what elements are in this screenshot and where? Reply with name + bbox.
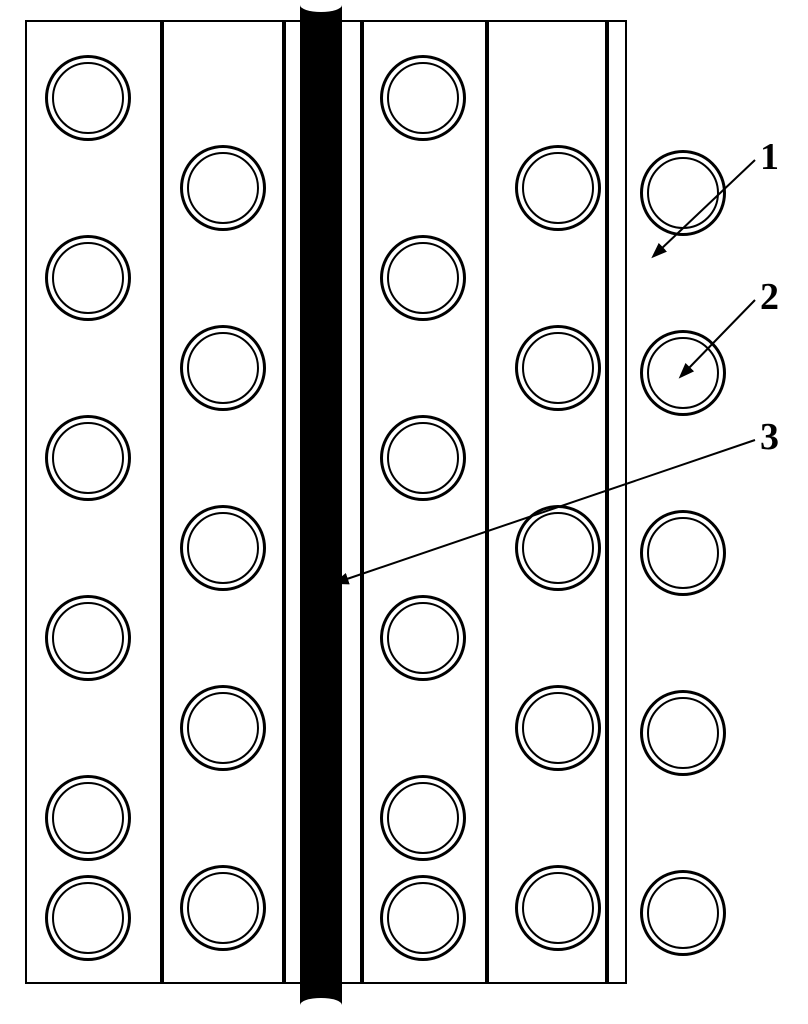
ring-hole bbox=[45, 875, 131, 961]
ring-hole-inner bbox=[647, 337, 719, 409]
ring-hole bbox=[380, 235, 466, 321]
ring-hole bbox=[45, 235, 131, 321]
ring-hole bbox=[515, 505, 601, 591]
label-3: 3 bbox=[760, 415, 779, 459]
ring-hole-inner bbox=[387, 422, 459, 494]
ring-hole-inner bbox=[387, 782, 459, 854]
column-divider-2 bbox=[282, 20, 286, 984]
ring-hole bbox=[640, 690, 726, 776]
ring-hole bbox=[45, 415, 131, 501]
ring-hole-inner bbox=[187, 152, 259, 224]
ring-hole-inner bbox=[387, 62, 459, 134]
ring-hole bbox=[180, 865, 266, 951]
ring-hole-inner bbox=[522, 872, 594, 944]
ring-hole-inner bbox=[52, 882, 124, 954]
ring-hole-inner bbox=[52, 62, 124, 134]
central-black-column bbox=[300, 0, 342, 1010]
ring-hole-inner bbox=[52, 782, 124, 854]
ring-hole-inner bbox=[522, 332, 594, 404]
ring-hole bbox=[515, 325, 601, 411]
ring-hole-inner bbox=[187, 512, 259, 584]
ring-hole-inner bbox=[52, 602, 124, 674]
ring-hole-inner bbox=[647, 517, 719, 589]
ring-hole-inner bbox=[187, 872, 259, 944]
ring-hole bbox=[380, 775, 466, 861]
column-divider-3 bbox=[360, 20, 364, 984]
ring-hole bbox=[515, 865, 601, 951]
ring-hole-inner bbox=[522, 692, 594, 764]
ring-hole-inner bbox=[187, 332, 259, 404]
ring-hole-inner bbox=[522, 152, 594, 224]
label-2: 2 bbox=[760, 275, 779, 319]
ring-hole-inner bbox=[52, 422, 124, 494]
diagram-canvas: 1 2 3 bbox=[0, 0, 808, 1024]
ring-hole-inner bbox=[647, 877, 719, 949]
ring-hole bbox=[515, 685, 601, 771]
ring-hole bbox=[180, 505, 266, 591]
ring-hole bbox=[45, 595, 131, 681]
ring-hole bbox=[380, 415, 466, 501]
ring-hole bbox=[640, 870, 726, 956]
ring-hole-inner bbox=[647, 697, 719, 769]
ring-hole bbox=[180, 325, 266, 411]
ring-hole bbox=[180, 145, 266, 231]
ring-hole-inner bbox=[522, 512, 594, 584]
column-divider-1 bbox=[160, 20, 164, 984]
ring-hole-inner bbox=[52, 242, 124, 314]
ring-hole bbox=[515, 145, 601, 231]
ring-hole bbox=[45, 775, 131, 861]
ring-hole bbox=[380, 595, 466, 681]
ring-hole bbox=[640, 330, 726, 416]
label-1: 1 bbox=[760, 135, 779, 179]
ring-hole-inner bbox=[387, 602, 459, 674]
ring-hole bbox=[640, 510, 726, 596]
ring-hole-inner bbox=[387, 242, 459, 314]
ring-hole-inner bbox=[187, 692, 259, 764]
column-divider-5 bbox=[605, 20, 609, 984]
ring-hole-inner bbox=[387, 882, 459, 954]
ring-hole bbox=[640, 150, 726, 236]
ring-hole-inner bbox=[647, 157, 719, 229]
ring-hole bbox=[380, 875, 466, 961]
ring-hole bbox=[180, 685, 266, 771]
column-divider-4 bbox=[485, 20, 489, 984]
ring-hole bbox=[380, 55, 466, 141]
ring-hole bbox=[45, 55, 131, 141]
